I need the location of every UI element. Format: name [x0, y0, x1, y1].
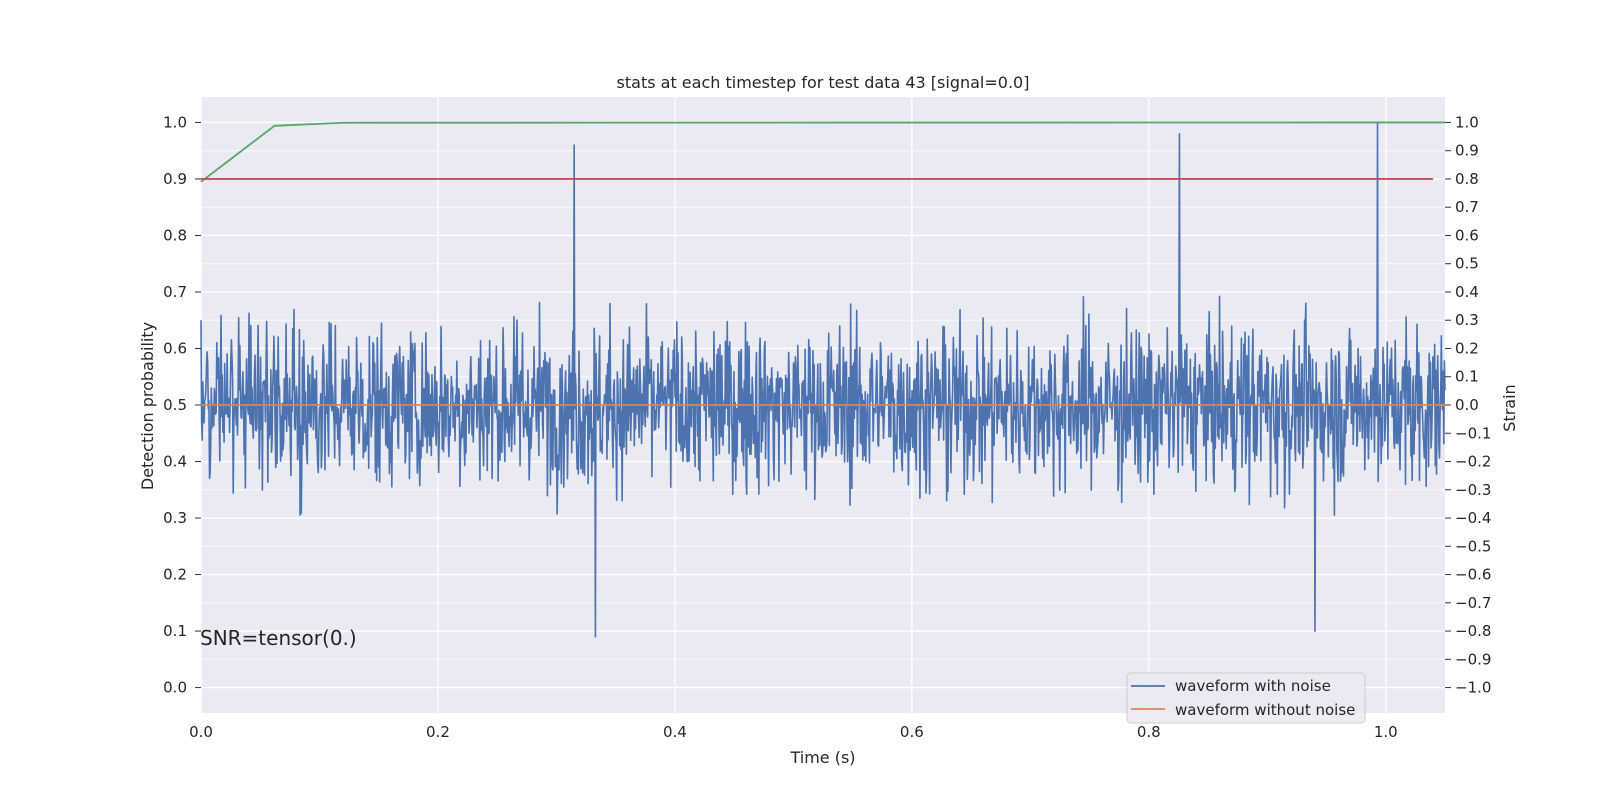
legend-box [1126, 672, 1366, 724]
x-tick-label: 1.0 [1374, 723, 1398, 741]
y2-tick-label: −0.4 [1455, 509, 1491, 527]
y2-tick-label: −0.2 [1455, 453, 1491, 471]
y2-tick-label: 0.7 [1455, 198, 1479, 216]
x-tick-label: 0.4 [663, 723, 687, 741]
y-tick-label: 0.6 [163, 339, 187, 357]
chart-title: stats at each timestep for test data 43 … [617, 73, 1030, 92]
y-tick-label: 0.4 [163, 453, 187, 471]
y2-tick-label: 0.6 [1455, 226, 1479, 244]
y2-tick-label: 0.3 [1455, 311, 1479, 329]
y2-tick-label: 0.4 [1455, 283, 1479, 301]
y2-tick-label: −0.9 [1455, 650, 1491, 668]
y2-tick-label: 0.2 [1455, 339, 1479, 357]
y-tick-label: 0.0 [163, 679, 187, 697]
legend-label-noise: waveform with noise [1175, 677, 1331, 695]
y2-tick-label: −0.8 [1455, 622, 1491, 640]
y-tick-label: 0.2 [163, 566, 187, 584]
y2-tick-label: −0.3 [1455, 481, 1491, 499]
y-axis-title: Detection probability [138, 322, 157, 490]
legend: waveform with noise waveform without noi… [1126, 672, 1366, 724]
y2-tick-label: 0.8 [1455, 170, 1479, 188]
legend-label-clean: waveform without noise [1175, 701, 1355, 719]
y-tick-label: 0.9 [163, 170, 187, 188]
y-tick-label: 0.1 [163, 622, 187, 640]
y2-tick-label: −0.5 [1455, 537, 1491, 555]
y-tick-label: 0.3 [163, 509, 187, 527]
x-tick-label: 0.2 [426, 723, 450, 741]
y2-tick-label: −0.6 [1455, 566, 1491, 584]
y2-tick-label: −0.7 [1455, 594, 1491, 612]
axis-ticks: 0.0 0.2 0.4 0.6 0.8 1.0 0.0 0.1 0.2 0.3 0.4 0.5 0.6 0… [163, 113, 1491, 741]
y2-axis-title: Strain [1500, 384, 1519, 431]
snr-annotation: SNR=tensor(0.) [200, 626, 357, 650]
x-tick-label: 0.0 [189, 723, 213, 741]
series-detection-probability [200, 121, 1446, 183]
y-tick-label: 0.5 [163, 396, 187, 414]
series-layer [200, 121, 1446, 638]
y2-tick-label: 0.5 [1455, 255, 1479, 273]
y2-tick-label: 0.9 [1455, 142, 1479, 160]
y-tick-label: 0.8 [163, 226, 187, 244]
y-tick-label: 1.0 [163, 113, 187, 131]
y2-tick-label: 0.0 [1455, 396, 1479, 414]
y2-tick-label: 1.0 [1455, 113, 1479, 131]
x-tick-label: 0.6 [900, 723, 924, 741]
y2-tick-label: 0.1 [1455, 368, 1479, 386]
x-axis-title: Time (s) [789, 748, 855, 767]
y-tick-label: 0.7 [163, 283, 187, 301]
y2-tick-label: −1.0 [1455, 679, 1491, 697]
y2-tick-label: −0.1 [1455, 424, 1491, 442]
series-waveform-with-noise [200, 121, 1446, 638]
x-tick-label: 0.8 [1137, 723, 1161, 741]
